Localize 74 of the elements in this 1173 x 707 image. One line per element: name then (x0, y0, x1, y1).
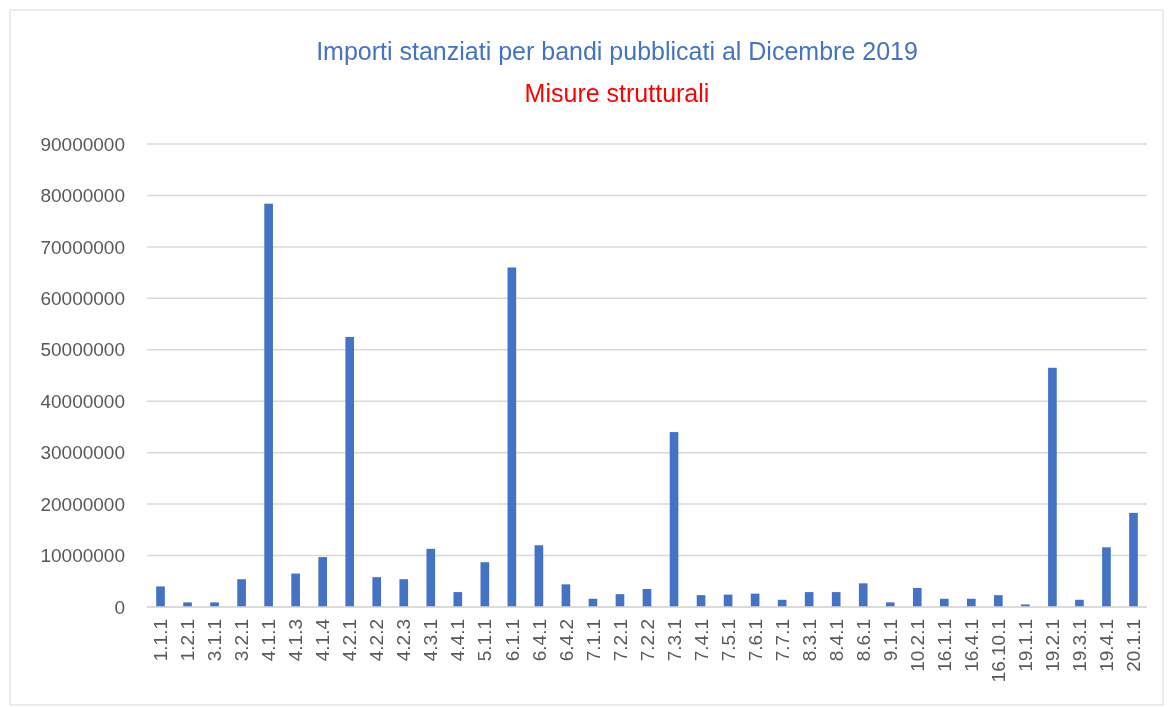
bar (264, 203, 273, 607)
bar (561, 584, 571, 607)
x-tick-label: 5.1.1 (474, 619, 496, 662)
y-tick-label: 30000000 (40, 442, 125, 464)
x-tick-label: 7.7.1 (771, 619, 793, 662)
x-tick-label: 4.2.1 (339, 619, 361, 662)
bar (534, 545, 544, 607)
x-tick-label: 4.4.1 (447, 619, 469, 662)
bar (453, 592, 463, 607)
x-tick-label: 6.1.1 (501, 619, 523, 662)
y-tick-label: 10000000 (40, 545, 125, 567)
bar (183, 602, 192, 607)
chart-subtitle: Misure strutturali (524, 79, 710, 107)
bar (912, 587, 922, 607)
bar (237, 579, 246, 607)
x-tick-label: 7.3.1 (663, 619, 685, 662)
x-tick-label: 8.4.1 (825, 619, 847, 662)
y-tick-label: 20000000 (40, 493, 125, 515)
bar (831, 592, 841, 607)
y-tick-label: 0 (114, 596, 125, 618)
bar (858, 583, 868, 607)
x-tick-label: 3.1.1 (204, 619, 226, 662)
x-tick-label: 4.1.4 (312, 618, 334, 662)
x-tick-label: 7.6.1 (744, 619, 766, 662)
bar (210, 602, 219, 607)
y-tick-label: 70000000 (40, 236, 125, 258)
y-tick-label: 40000000 (40, 390, 125, 412)
y-tick-label: 60000000 (40, 287, 125, 309)
x-tick-label: 8.3.1 (798, 619, 820, 662)
x-tick-label: 19.1.1 (1015, 619, 1037, 672)
bar (372, 577, 382, 607)
x-tick-label: 1.2.1 (177, 619, 199, 662)
bar (1129, 512, 1138, 607)
bar (885, 602, 895, 607)
x-tick-label: 7.2.1 (609, 619, 631, 662)
x-tick-label: 7.4.1 (690, 619, 712, 662)
x-tick-label: 20.1.1 (1123, 619, 1145, 672)
bar (426, 548, 436, 607)
bar (1102, 547, 1111, 607)
bar (156, 586, 165, 607)
x-tick-label: 6.4.2 (555, 619, 577, 662)
bar (669, 432, 679, 607)
bar (507, 267, 517, 607)
x-tick-label: 19.3.1 (1069, 619, 1091, 672)
x-tick-label: 7.1.1 (582, 619, 604, 662)
x-tick-label: 9.1.1 (879, 619, 901, 662)
bar (399, 579, 409, 607)
x-tick-label: 4.2.3 (393, 619, 415, 662)
x-tick-label: 7.2.2 (636, 619, 658, 662)
x-tick-label: 4.2.2 (366, 619, 388, 662)
x-tick-label: 4.3.1 (420, 619, 442, 662)
x-tick-label: 16.1.1 (933, 619, 955, 672)
chart-title: Importi stanziati per bandi pubblicati al Dicembre 2019 (316, 37, 918, 65)
x-tick-label: 16.10.1 (988, 619, 1009, 683)
x-tick-label: 19.4.1 (1096, 619, 1118, 672)
x-tick-label: 4.1.3 (285, 619, 307, 662)
x-tick-label: 16.4.1 (960, 619, 982, 672)
x-tick-label: 4.1.1 (258, 619, 280, 662)
x-tick-label: 7.5.1 (717, 619, 739, 662)
bar (994, 595, 1003, 607)
y-tick-label: 90000000 (40, 133, 125, 155)
bar (480, 562, 490, 607)
x-tick-label: 19.2.1 (1042, 619, 1064, 672)
x-tick-label: 3.2.1 (231, 619, 253, 662)
x-tick-label: 1.1.1 (150, 619, 172, 662)
bar (291, 573, 300, 607)
y-tick-label: 50000000 (40, 339, 125, 361)
y-tick-label: 80000000 (40, 185, 125, 207)
bar (1048, 367, 1057, 607)
x-tick-label: 8.6.1 (852, 619, 874, 662)
x-tick-label: 10.2.1 (906, 619, 928, 672)
x-tick-label: 6.4.1 (528, 619, 550, 662)
bar (345, 336, 355, 607)
bar (318, 557, 327, 607)
